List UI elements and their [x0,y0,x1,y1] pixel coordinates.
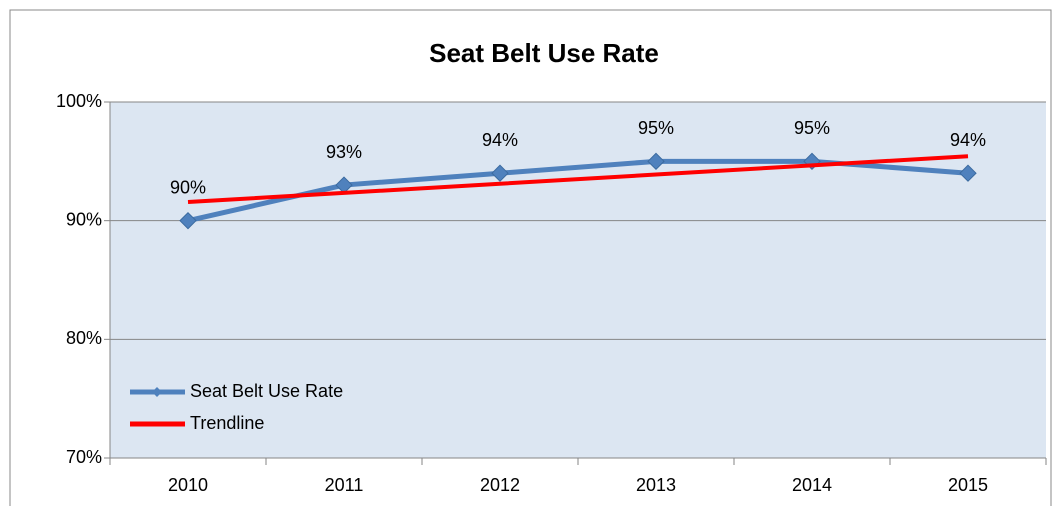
y-tick-label: 90% [66,209,102,229]
legend-label: Trendline [190,413,264,433]
x-tick-label: 2013 [636,475,676,495]
x-tick-label: 2015 [948,475,988,495]
x-tick-label: 2014 [792,475,832,495]
data-label: 94% [482,130,518,150]
data-label: 94% [950,130,986,150]
y-tick-label: 80% [66,328,102,348]
data-label: 95% [794,118,830,138]
legend-marker [152,387,162,397]
x-tick-label: 2011 [325,475,364,495]
x-tick-label: 2012 [480,475,520,495]
data-point [959,164,977,182]
legend-label: Seat Belt Use Rate [190,381,343,401]
data-point [491,164,509,182]
chart-title: Seat Belt Use Rate [429,38,659,68]
y-tick-label: 70% [66,447,102,467]
data-point [647,152,665,171]
y-tick-label: 100% [56,91,102,111]
series-line [187,154,969,205]
data-label: 93% [326,142,362,162]
x-tick-label: 2010 [168,475,208,495]
data-label: 90% [170,177,206,197]
plot-area [110,102,1046,458]
data-point [179,211,197,230]
data-label: 95% [638,118,674,138]
